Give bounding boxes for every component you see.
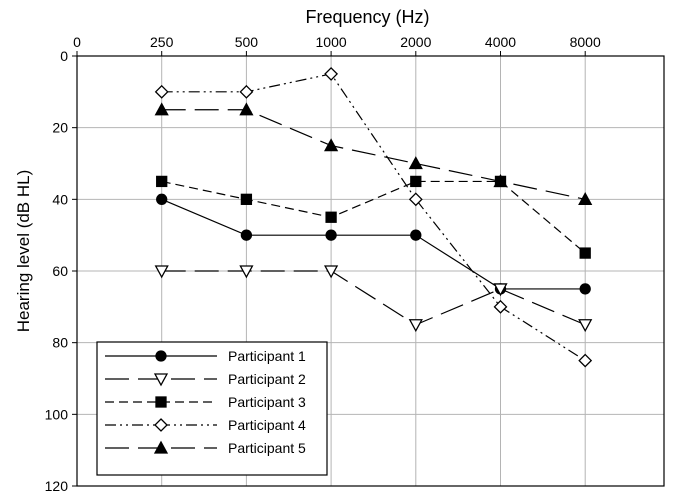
data-point [325, 211, 337, 223]
y-tick-label: 0 [60, 48, 68, 64]
legend-item: Participant 2 [105, 371, 306, 387]
x-axis-title: Frequency (Hz) [305, 7, 429, 27]
data-point [493, 174, 508, 188]
data-point [578, 353, 593, 368]
legend-item: Participant 5 [105, 440, 306, 456]
legend-item: Participant 1 [105, 348, 306, 364]
x-tick-label: 2000 [400, 34, 431, 50]
data-point [579, 247, 591, 259]
data-point [239, 102, 254, 116]
data-point [154, 102, 169, 116]
legend-box [96, 341, 328, 476]
legend-item: Participant 4 [105, 417, 306, 433]
series-layer [154, 66, 593, 368]
data-point [156, 175, 168, 188]
data-point [156, 193, 168, 205]
legend-item: Participant 3 [105, 394, 306, 410]
legend-label: Participant 5 [228, 440, 306, 456]
data-point [154, 265, 169, 279]
legend-label: Participant 3 [228, 394, 306, 410]
data-point [578, 191, 593, 205]
series-4 [154, 66, 593, 368]
series-1 [156, 193, 591, 295]
data-point [578, 319, 593, 333]
data-point [408, 192, 423, 207]
series-3 [156, 175, 591, 259]
y-tick-label: 120 [45, 478, 69, 494]
data-point [155, 396, 167, 408]
x-tick-label: 1000 [316, 34, 347, 50]
series-line [161, 270, 586, 326]
data-point [493, 299, 508, 314]
data-point [410, 229, 422, 241]
series-line [161, 180, 586, 254]
x-tick-label: 250 [150, 34, 174, 50]
data-point [493, 283, 508, 297]
data-point [324, 138, 339, 152]
data-point [239, 84, 254, 99]
axis-ticks: 0 250 500 1000 2000 4000 8000 0 20 40 60 80 100 120 [45, 34, 601, 494]
y-tick-label: 60 [52, 263, 68, 279]
series-2 [154, 265, 593, 333]
data-point [154, 418, 168, 432]
data-point [239, 265, 254, 279]
y-tick-label: 20 [52, 120, 68, 136]
data-point [408, 319, 423, 333]
x-tick-label: 8000 [570, 34, 601, 50]
y-tick-label: 100 [45, 406, 69, 422]
legend: Participant 1 Participant 2 Participant 3 P… [96, 341, 328, 476]
data-point [153, 440, 169, 454]
data-point [408, 156, 423, 170]
data-point [324, 66, 339, 81]
legend-label: Participant 2 [228, 371, 306, 387]
x-tick-label: 4000 [485, 34, 516, 50]
x-tick-label: 500 [235, 34, 259, 50]
series-line [161, 198, 586, 290]
y-tick-label: 40 [52, 191, 68, 207]
y-tick-label: 80 [52, 335, 68, 351]
data-point [325, 229, 337, 241]
data-point [579, 283, 591, 295]
y-axis-title: Hearing level (dB HL) [14, 170, 33, 333]
legend-label: Participant 4 [228, 417, 306, 433]
series-line [161, 73, 586, 362]
data-point [153, 373, 169, 387]
series-line [161, 109, 586, 200]
data-point [240, 193, 253, 205]
data-point [240, 229, 253, 241]
data-point [155, 350, 167, 362]
data-point [154, 84, 169, 99]
legend-label: Participant 1 [228, 348, 306, 364]
x-tick-label: 0 [73, 34, 81, 50]
data-point [324, 265, 339, 279]
series-5 [154, 102, 593, 205]
data-point [410, 175, 422, 188]
